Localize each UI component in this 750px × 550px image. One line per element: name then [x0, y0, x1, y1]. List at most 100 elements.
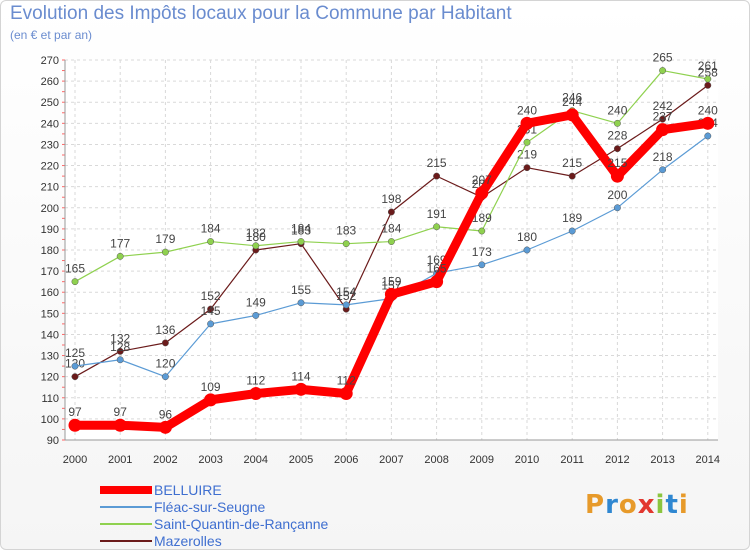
data-point: [565, 108, 579, 122]
data-point: [475, 186, 489, 200]
data-label: 198: [381, 192, 401, 206]
logo-letter: o: [618, 490, 638, 520]
y-tick-label: 100: [41, 414, 59, 426]
data-label: 159: [381, 274, 401, 288]
data-point: [384, 287, 398, 301]
data-point: [116, 347, 124, 355]
data-label: 244: [562, 95, 582, 109]
data-point: [342, 301, 350, 309]
data-label: 125: [65, 346, 85, 360]
data-point: [568, 227, 576, 235]
data-label: 179: [155, 232, 175, 246]
x-tick-label: 2004: [244, 454, 268, 466]
data-point: [523, 164, 531, 172]
legend-swatch: [100, 540, 152, 542]
y-tick-label: 270: [41, 55, 59, 67]
data-label: 200: [607, 188, 627, 202]
y-tick-label: 120: [41, 372, 59, 384]
y-tick-label: 110: [41, 393, 59, 405]
data-point: [568, 172, 576, 180]
logo-letter: t: [665, 490, 679, 520]
data-point: [116, 356, 124, 364]
data-label: 112: [337, 374, 356, 388]
data-point: [207, 305, 215, 313]
y-tick-label: 260: [41, 76, 59, 88]
data-point: [613, 204, 621, 212]
data-point: [656, 123, 670, 137]
data-label: 228: [607, 129, 627, 143]
data-point: [71, 278, 79, 286]
chart-title: Evolution des Impôts locaux pour la Comm…: [10, 3, 512, 24]
data-point: [113, 418, 127, 432]
data-label: 240: [698, 103, 718, 117]
data-label: 145: [201, 304, 221, 318]
data-label: 180: [517, 230, 537, 244]
x-tick-label: 2001: [108, 454, 132, 466]
data-label: 120: [155, 357, 175, 371]
data-label: 149: [246, 295, 266, 309]
data-label: 258: [698, 65, 718, 79]
data-label: 114: [291, 369, 310, 383]
data-label: 189: [562, 211, 582, 225]
data-label: 177: [110, 236, 130, 250]
x-tick-label: 2010: [515, 454, 539, 466]
data-label: 155: [291, 283, 311, 297]
data-label: 132: [110, 331, 130, 345]
x-tick-label: 2006: [334, 454, 358, 466]
data-label: 237: [653, 110, 673, 124]
data-point: [339, 387, 353, 401]
data-point: [387, 238, 395, 246]
legend-swatch: [100, 486, 152, 494]
data-point: [71, 362, 79, 370]
data-label: 207: [472, 173, 492, 187]
data-point: [207, 320, 215, 328]
data-label: 261: [698, 59, 718, 73]
legend-label: Mazerolles: [154, 533, 222, 549]
legend-label: Saint-Quantin-de-Rançanne: [154, 516, 329, 532]
y-tick-label: 220: [41, 161, 59, 173]
data-point: [252, 311, 260, 319]
logo-letter: P: [585, 490, 606, 520]
data-label: 184: [291, 222, 311, 236]
data-point: [207, 238, 215, 246]
data-point: [433, 172, 441, 180]
data-label: 242: [653, 99, 673, 113]
data-point: [523, 246, 531, 254]
data-label: 219: [517, 148, 537, 162]
data-label: 240: [607, 103, 627, 117]
data-point: [161, 248, 169, 256]
x-tick-label: 2009: [470, 454, 494, 466]
data-point: [116, 252, 124, 260]
data-label: 191: [427, 207, 447, 221]
proxiti-logo: Proxiti: [585, 490, 689, 520]
y-tick-label: 170: [41, 266, 59, 278]
data-label: 183: [336, 224, 356, 238]
y-tick-label: 250: [41, 97, 59, 109]
x-tick-label: 2002: [153, 454, 177, 466]
data-label: 97: [68, 405, 82, 419]
data-point: [204, 393, 218, 407]
x-tick-label: 2013: [650, 454, 674, 466]
y-tick-label: 130: [41, 351, 59, 363]
data-point: [478, 227, 486, 235]
data-point: [161, 339, 169, 347]
data-label: 215: [427, 156, 447, 170]
data-label: 215: [562, 156, 582, 170]
x-tick-label: 2000: [63, 454, 87, 466]
y-tick-label: 230: [41, 139, 59, 151]
data-label: 265: [653, 51, 673, 65]
data-point: [478, 261, 486, 269]
data-point: [249, 387, 263, 401]
data-label: 96: [159, 407, 173, 421]
data-point: [523, 138, 531, 146]
data-point: [520, 116, 534, 130]
data-point: [297, 238, 305, 246]
data-point: [704, 81, 712, 89]
data-label: 215: [607, 156, 627, 170]
y-tick-label: 140: [41, 329, 59, 341]
legend-label: BELLUIRE: [154, 482, 222, 498]
data-point: [71, 373, 79, 381]
data-point: [342, 240, 350, 248]
x-tick-label: 2012: [605, 454, 629, 466]
